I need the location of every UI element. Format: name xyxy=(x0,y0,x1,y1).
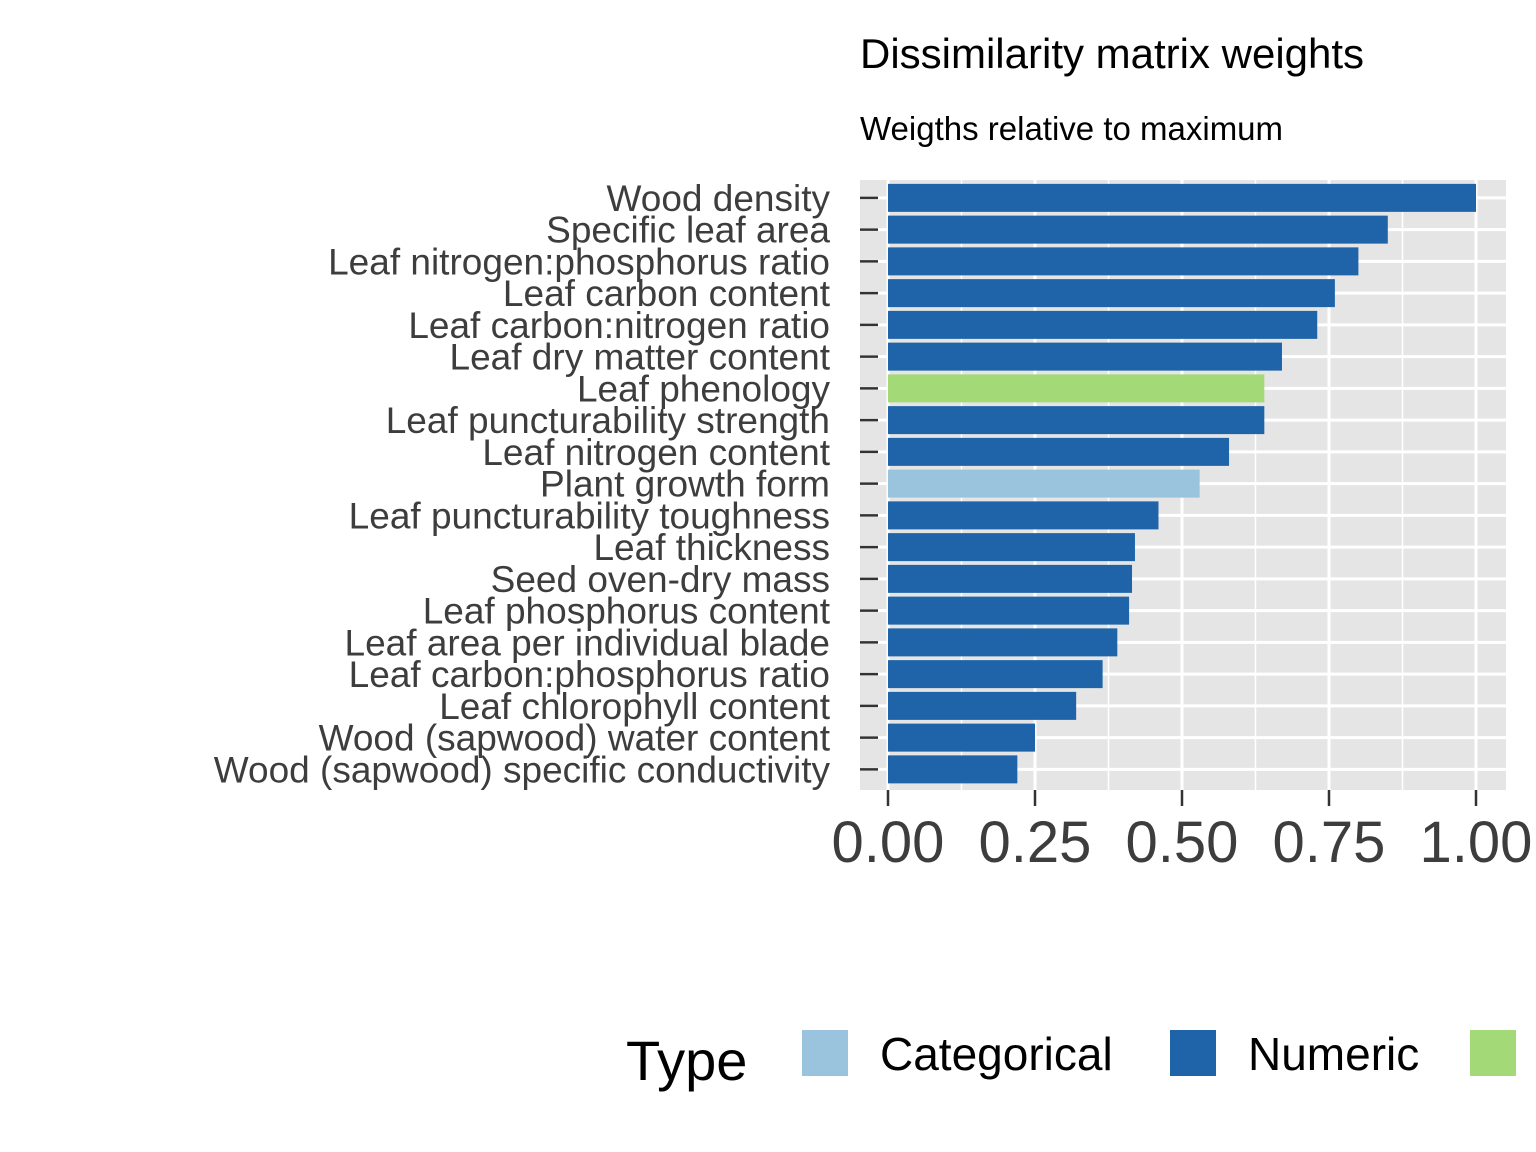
y-tick-label: Leaf chlorophyll content xyxy=(439,686,831,727)
y-tick-label: Leaf carbon content xyxy=(503,273,831,314)
bar xyxy=(888,437,1230,466)
legend-key xyxy=(1170,1030,1216,1076)
bar xyxy=(888,406,1265,435)
bar xyxy=(888,723,1035,752)
y-tick-label: Leaf dry matter content xyxy=(450,337,831,378)
y-tick-label: Leaf nitrogen:phosphorus ratio xyxy=(328,241,830,282)
x-tick-label: 0.00 xyxy=(832,810,945,875)
x-tick-label: 1.00 xyxy=(1420,810,1533,875)
y-tick-label: Seed oven-dry mass xyxy=(491,559,830,600)
y-tick-label: Leaf puncturability toughness xyxy=(349,495,830,536)
x-tick-label: 0.25 xyxy=(979,810,1092,875)
y-tick-label: Wood (sapwood) water content xyxy=(319,718,831,759)
y-tick-label: Leaf nitrogen content xyxy=(482,432,830,473)
bar xyxy=(888,660,1103,689)
y-tick-label: Leaf phosphorus content xyxy=(423,591,831,632)
bar xyxy=(888,342,1282,371)
x-axis: 0.00 0.25 0.50 0.75 1.00 xyxy=(832,790,1533,875)
bar xyxy=(888,596,1130,625)
bar xyxy=(888,310,1318,339)
bar xyxy=(888,215,1388,244)
legend-title: Type xyxy=(626,1029,747,1092)
bar xyxy=(888,755,1018,784)
legend-key xyxy=(1470,1030,1516,1076)
bar xyxy=(888,501,1159,530)
legend: Type Categorical Numeric xyxy=(626,1028,1516,1092)
bar xyxy=(888,247,1359,276)
y-tick-label: Wood density xyxy=(607,178,831,219)
y-tick-label: Leaf carbon:phosphorus ratio xyxy=(349,654,830,695)
chart-subtitle: Weigths relative to maximum xyxy=(860,110,1283,147)
y-tick-label: Leaf puncturability strength xyxy=(386,400,830,441)
bars-group xyxy=(888,183,1476,784)
legend-label: Numeric xyxy=(1248,1028,1419,1080)
bar xyxy=(888,469,1200,498)
y-tick-label: Leaf thickness xyxy=(593,527,830,568)
bar xyxy=(888,628,1118,657)
bar xyxy=(888,183,1476,212)
legend-key xyxy=(802,1030,848,1076)
chart-title: Dissimilarity matrix weights xyxy=(860,30,1364,77)
x-tick-label: 0.75 xyxy=(1273,810,1386,875)
bar xyxy=(888,279,1335,308)
x-tick-label: 0.50 xyxy=(1126,810,1239,875)
bar xyxy=(888,691,1077,720)
y-tick-label: Wood (sapwood) specific conductivity xyxy=(214,749,831,790)
legend-label: Categorical xyxy=(880,1028,1113,1080)
y-tick-label: Leaf carbon:nitrogen ratio xyxy=(408,305,830,346)
bar xyxy=(888,533,1135,562)
bar xyxy=(888,564,1133,593)
y-tick-label: Specific leaf area xyxy=(546,210,830,251)
bar xyxy=(888,374,1265,403)
y-tick-label: Leaf phenology xyxy=(577,368,831,409)
y-tick-label: Leaf area per individual blade xyxy=(345,622,830,663)
y-tick-label: Plant growth form xyxy=(540,464,830,505)
